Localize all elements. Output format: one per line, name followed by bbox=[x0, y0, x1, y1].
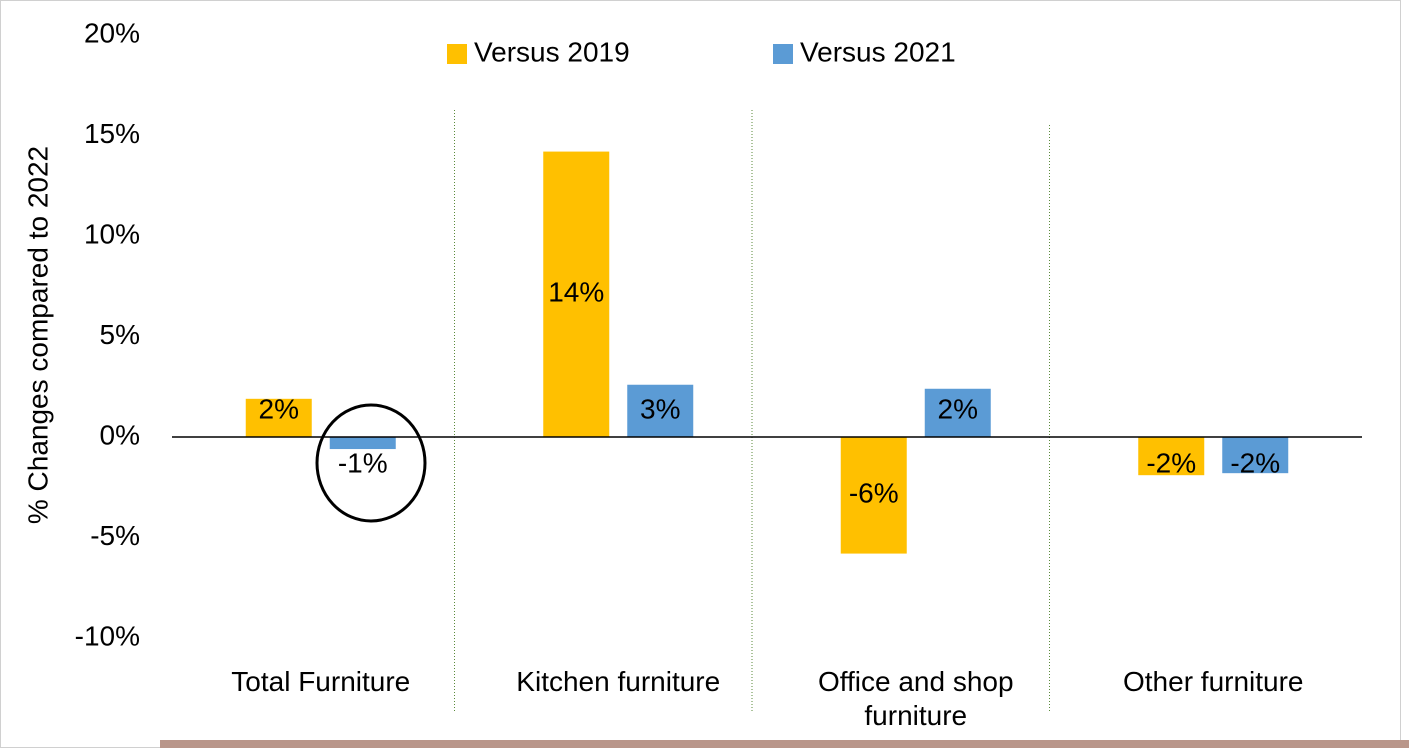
data-label: -1% bbox=[338, 447, 388, 478]
y-tick-label: -10% bbox=[75, 620, 140, 651]
data-label: 14% bbox=[548, 277, 604, 308]
bar bbox=[1222, 437, 1289, 474]
bottom-band bbox=[160, 740, 1409, 748]
x-tick-label: Other furniture bbox=[1122, 666, 1304, 697]
data-label: -2% bbox=[1230, 447, 1280, 478]
x-tick-label: Office and shop furniture bbox=[817, 666, 1014, 731]
bar bbox=[840, 437, 907, 554]
legend-swatch bbox=[447, 44, 467, 64]
legend-label: Versus 2021 bbox=[800, 36, 956, 67]
data-label: -6% bbox=[849, 478, 899, 509]
data-label: 2% bbox=[938, 393, 978, 424]
bar bbox=[627, 384, 694, 437]
highlight-circle bbox=[315, 403, 427, 523]
y-tick-label: 20% bbox=[84, 17, 140, 48]
bar bbox=[245, 398, 312, 437]
x-tick-label: Total Furniture bbox=[231, 666, 411, 697]
data-label: 3% bbox=[640, 393, 680, 424]
data-label: -2% bbox=[1146, 447, 1196, 478]
y-tick-label: 10% bbox=[84, 218, 140, 249]
x-tick-label: Kitchen furniture bbox=[516, 666, 721, 697]
bar bbox=[1138, 437, 1205, 476]
bar bbox=[924, 388, 991, 437]
bar bbox=[329, 437, 396, 450]
y-axis-title: % Changes compared to 2022 bbox=[22, 146, 53, 524]
legend-swatch bbox=[773, 44, 793, 64]
y-tick-label: 15% bbox=[84, 118, 140, 149]
y-tick-label: 0% bbox=[100, 419, 140, 450]
data-label: 2% bbox=[259, 393, 299, 424]
legend-label: Versus 2019 bbox=[474, 36, 630, 67]
y-tick-label: -5% bbox=[90, 520, 140, 551]
y-tick-label: 5% bbox=[100, 319, 140, 350]
bar bbox=[543, 151, 610, 437]
